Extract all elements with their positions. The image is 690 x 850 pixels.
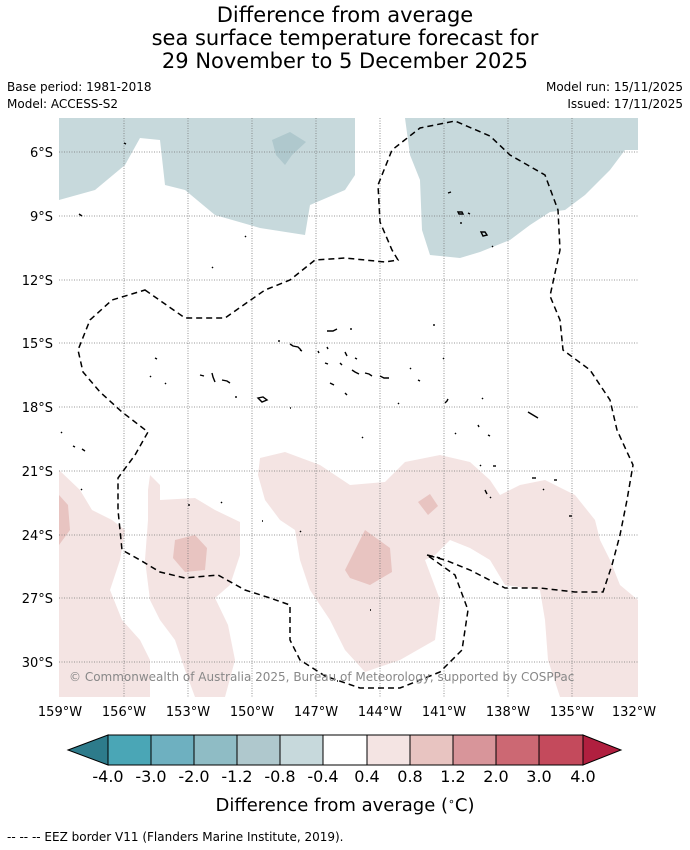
colorbar-tick: -4.0 — [92, 767, 123, 786]
lon-label: 141°W — [422, 705, 466, 720]
colorbar-segment — [452, 734, 497, 766]
lon-label: 132°W — [612, 705, 656, 720]
eez-border-segment-south — [426, 554, 441, 559]
warm-anomaly-region-west — [59, 470, 150, 697]
eez-footnote: -- -- -- EEZ border V11 (Flanders Marine… — [7, 830, 344, 844]
model-name: Model: ACCESS-S2 — [7, 97, 119, 111]
colorbar-tick: -2.0 — [178, 767, 209, 786]
colorbar-segment — [538, 734, 584, 766]
cool-anomaly-patch — [272, 132, 306, 165]
copyright-notice: © Commonwealth of Australia 2025, Bureau… — [69, 670, 574, 684]
lat-label: 15°S — [22, 337, 53, 352]
lon-label: 159°W — [38, 705, 82, 720]
colorbar-tick: -0.8 — [264, 767, 295, 786]
colorbar-tick: 0.8 — [397, 767, 422, 786]
lon-label: 147°W — [294, 705, 338, 720]
eez-borders — [77, 120, 634, 689]
colorbar-tick: 4.0 — [570, 767, 595, 786]
title-line-3: 29 November to 5 December 2025 — [161, 49, 529, 73]
lat-label: 27°S — [22, 592, 53, 607]
lon-label: 156°W — [102, 705, 146, 720]
colorbar-title-text: Difference from average ( — [215, 795, 448, 816]
colorbar-tick: 1.2 — [440, 767, 465, 786]
colorbar-segment — [236, 734, 281, 766]
lat-label: 30°S — [22, 656, 53, 671]
map-area: © Commonwealth of Australia 2025, Bureau… — [59, 118, 638, 697]
colorbar-title-unit: C) — [455, 795, 475, 816]
colorbar-segment — [495, 734, 540, 766]
lon-label: 144°W — [358, 705, 402, 720]
lon-label: 153°W — [166, 705, 210, 720]
lon-label: 138°W — [486, 705, 530, 720]
title-line-1: Difference from average — [216, 3, 474, 27]
lat-label: 24°S — [22, 529, 53, 544]
lat-label: 6°S — [30, 146, 53, 161]
colorbar-extend-low — [66, 734, 109, 766]
graticule — [59, 118, 638, 697]
colorbar-title: Difference from average (∘C) — [215, 795, 474, 816]
warm-anomaly-region-central — [145, 475, 240, 697]
warm-anomaly-patch-east — [418, 494, 438, 515]
warm-anomaly-patch-central — [173, 535, 207, 572]
warm-anomaly-patch-west — [59, 495, 70, 545]
colorbar-tick: -1.2 — [221, 767, 252, 786]
degree-symbol: ∘ — [448, 795, 455, 808]
model-run: Model run: 15/11/2025 — [545, 80, 683, 94]
colorbar-extend-high — [582, 734, 623, 766]
colorbar-segment — [193, 734, 238, 766]
lat-label: 12°S — [22, 274, 53, 289]
colorbar-segment — [107, 734, 152, 766]
colorbar-segment — [366, 734, 411, 766]
colorbar-tick: 2.0 — [483, 767, 508, 786]
warm-anomaly-region-main — [258, 452, 638, 697]
base-period: Base period: 1981-2018 — [7, 80, 152, 94]
colorbar-tick: 0.4 — [354, 767, 379, 786]
colorbar-tick: 3.0 — [526, 767, 551, 786]
title-line-2: sea surface temperature forecast for — [151, 26, 539, 50]
lat-label: 21°S — [22, 465, 53, 480]
issued-date: Issued: 17/11/2025 — [567, 97, 683, 111]
lat-label: 9°S — [30, 210, 53, 225]
longitude-labels: 159°W 156°W 153°W 150°W 147°W 144°W 141°… — [38, 705, 656, 720]
colorbar-tick: -3.0 — [135, 767, 166, 786]
colorbar-segment — [150, 734, 195, 766]
eez-border-french-polynesia — [77, 120, 634, 689]
colorbar: -4.0 -3.0 -2.0 -1.2 -0.8 -0.4 0.4 0.8 1.… — [66, 734, 623, 816]
lat-label: 18°S — [22, 401, 53, 416]
lon-label: 135°W — [550, 705, 594, 720]
latitude-labels: 6°S 9°S 12°S 15°S 18°S 21°S 24°S 27°S 30… — [22, 146, 53, 671]
islands — [60, 142, 572, 682]
colorbar-segment — [322, 734, 368, 766]
colorbar-tick: -0.4 — [307, 767, 338, 786]
lon-label: 150°W — [230, 705, 274, 720]
cool-anomaly-region-northeast — [405, 118, 638, 258]
colorbar-segment — [279, 734, 324, 766]
colorbar-segment — [409, 734, 454, 766]
